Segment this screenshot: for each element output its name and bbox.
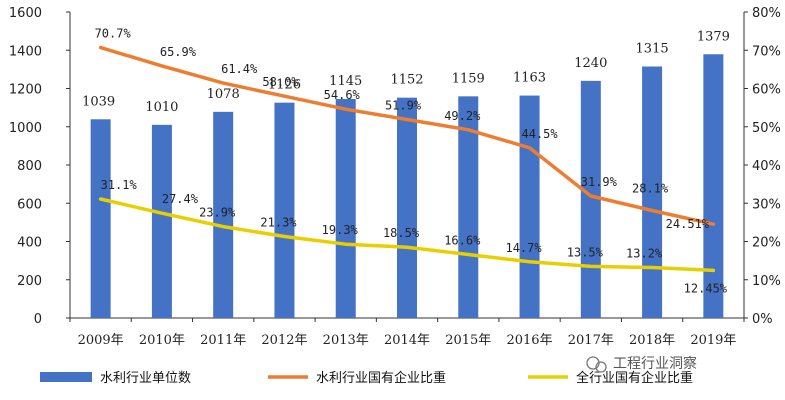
left-tick-label: 1400 xyxy=(9,44,42,59)
x-tick-label: 2011年 xyxy=(200,333,246,348)
line-value-label: 31.9% xyxy=(581,175,618,189)
bar-value-label: 1152 xyxy=(390,73,423,88)
line-value-label: 54.6% xyxy=(324,88,361,102)
bar xyxy=(642,66,663,318)
line-value-label: 24.51% xyxy=(666,217,710,231)
x-tick-label: 2010年 xyxy=(139,333,185,348)
line-value-label: 51.9% xyxy=(385,98,422,112)
bar-value-label: 1240 xyxy=(574,56,607,71)
bar xyxy=(580,80,601,318)
line-value-label: 58.0% xyxy=(262,75,299,89)
watermark-text: 工程行业洞察 xyxy=(613,355,697,372)
bar-value-label: 1126 xyxy=(268,78,301,93)
legend: 水利行业单位数 水利行业国有企业比重 全行业国有企业比重 xyxy=(40,370,693,386)
left-tick-label: 200 xyxy=(17,274,42,289)
x-tick-label: 2015年 xyxy=(445,333,491,348)
line-series xyxy=(98,45,716,273)
right-tick-label: 20% xyxy=(752,236,781,251)
bar-value-label: 1078 xyxy=(207,87,240,102)
line-value-label: 12.45% xyxy=(684,281,728,295)
line-value-label: 18.5% xyxy=(383,226,420,240)
bar xyxy=(151,124,172,319)
legend-label: 全行业国有企业比重 xyxy=(576,370,693,386)
bar-value-label: 1379 xyxy=(697,29,730,44)
left-tick-label: 800 xyxy=(17,159,42,174)
data-labels: 1039 1010 1078 1126 1145 1152 1159 1163 1240 1315… xyxy=(82,27,730,296)
x-tick-label: 2014年 xyxy=(384,333,430,348)
bar-value-label: 1315 xyxy=(636,42,669,57)
legend-label: 水利行业单位数 xyxy=(100,371,191,386)
wechat-icon xyxy=(586,356,607,373)
right-tick-label: 0% xyxy=(752,312,773,327)
bar xyxy=(458,96,479,318)
line-value-label: 16.6% xyxy=(444,234,481,248)
line-value-label: 23.9% xyxy=(199,206,236,220)
bar xyxy=(703,54,724,319)
line-value-label: 27.4% xyxy=(162,192,199,206)
x-tick-label: 2018年 xyxy=(629,333,675,348)
axes: 0 200 400 600 800 1000 1200 1400 1600 0% 10% 20% 30%… xyxy=(9,6,781,348)
bar-value-label: 1010 xyxy=(145,100,178,115)
line-value-label: 44.5% xyxy=(521,127,558,141)
right-tick-label: 40% xyxy=(752,159,781,174)
left-tick-label: 1000 xyxy=(9,121,42,136)
left-tick-label: 400 xyxy=(17,236,42,251)
bar-series xyxy=(90,54,724,319)
line-value-label: 28.1% xyxy=(632,182,669,196)
bar-value-label: 1163 xyxy=(513,71,546,86)
x-tick-label: 2017年 xyxy=(568,333,614,348)
line-value-label: 61.4% xyxy=(221,62,258,76)
x-tick-label: 2009年 xyxy=(78,333,124,348)
bar-value-label: 1039 xyxy=(82,94,115,109)
bar-value-label: 1145 xyxy=(329,74,362,89)
right-tick-label: 50% xyxy=(752,121,781,136)
right-tick-label: 60% xyxy=(752,83,781,98)
legend-label: 水利行业国有企业比重 xyxy=(316,370,446,386)
right-tick-label: 30% xyxy=(752,197,781,212)
x-tick-label: 2012年 xyxy=(261,333,307,348)
legend-swatch xyxy=(40,372,92,382)
right-tick-label: 80% xyxy=(752,6,781,21)
left-tick-label: 1200 xyxy=(9,83,42,98)
bar-value-label: 1159 xyxy=(452,71,485,86)
x-tick-label: 2019年 xyxy=(690,333,736,348)
bar xyxy=(213,111,234,319)
left-tick-label: 1600 xyxy=(9,6,42,21)
line-value-label: 65.9% xyxy=(160,45,197,59)
x-tick-label: 2016年 xyxy=(506,333,552,348)
line-value-label: 70.7% xyxy=(95,27,132,41)
watermark: 工程行业洞察 xyxy=(586,355,697,373)
line-value-label: 31.1% xyxy=(101,178,138,192)
right-tick-label: 70% xyxy=(752,44,781,59)
bar xyxy=(335,99,356,318)
left-tick-label: 600 xyxy=(17,197,42,212)
line-value-label: 13.2% xyxy=(626,247,663,261)
bar xyxy=(274,102,295,318)
right-tick-label: 10% xyxy=(752,274,781,289)
left-tick-label: 0 xyxy=(34,312,42,327)
line-value-label: 21.3% xyxy=(260,216,297,230)
x-tick-label: 2013年 xyxy=(323,333,369,348)
line-value-label: 14.7% xyxy=(505,241,542,255)
line-value-label: 19.3% xyxy=(322,223,359,237)
bar xyxy=(397,97,417,319)
bar xyxy=(90,119,111,318)
line-value-label: 49.2% xyxy=(444,109,481,123)
line-value-label: 13.5% xyxy=(567,245,604,259)
